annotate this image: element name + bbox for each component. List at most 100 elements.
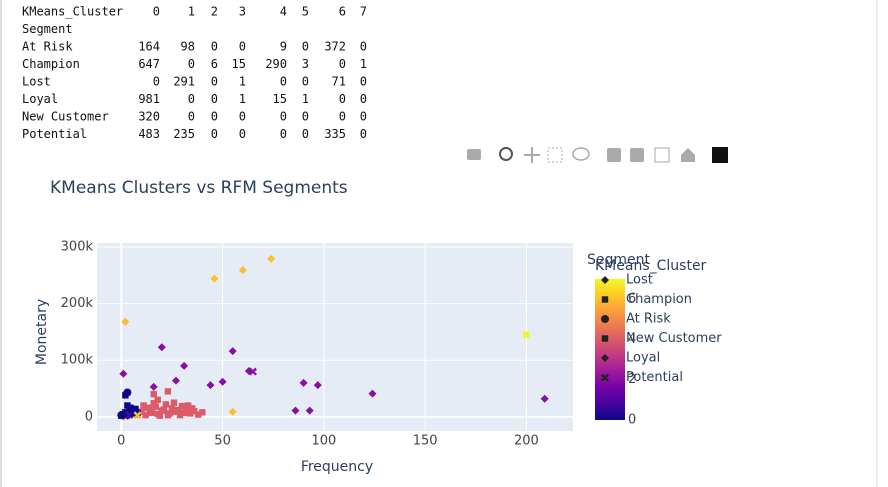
colorbar <box>595 279 625 420</box>
data-point <box>540 394 549 403</box>
cell: 0 <box>211 92 218 106</box>
data-point <box>248 367 257 376</box>
cell: 290 <box>265 57 287 71</box>
data-point <box>218 377 227 386</box>
cell: 0 <box>188 110 195 124</box>
y-tick-label: 0 <box>85 409 93 424</box>
cell: 0 <box>188 92 195 106</box>
cell: 0 <box>188 57 195 71</box>
cell: 291 <box>173 75 195 89</box>
data-point <box>180 361 189 370</box>
column-header: 6 <box>339 5 346 19</box>
index-header: Segment <box>22 22 73 36</box>
y-axis-title: Monetary <box>34 299 50 365</box>
data-point <box>228 407 237 416</box>
cell: 9 <box>280 40 287 54</box>
cell: 3 <box>302 57 309 71</box>
cell: 0 <box>239 40 246 54</box>
cell: 0 <box>302 110 309 124</box>
x-tick-label: 100 <box>311 434 336 449</box>
data-point <box>133 411 142 420</box>
data-point <box>368 389 377 398</box>
legend-marker <box>601 354 609 362</box>
y-tick-label: 200k <box>61 296 94 311</box>
plotly-logo[interactable] <box>712 147 728 163</box>
data-point <box>171 376 180 385</box>
column-header: 0 <box>153 5 160 19</box>
x-axis-title: Frequency <box>301 459 373 475</box>
data-point <box>148 409 155 417</box>
cell: 0 <box>339 57 346 71</box>
zoom-icon[interactable] <box>499 147 513 161</box>
legend-label: At Risk <box>626 312 671 327</box>
colorbar-tick-label: 6 <box>628 292 636 307</box>
data-point <box>156 412 163 419</box>
data-point <box>154 396 161 404</box>
cell: 320 <box>138 110 160 124</box>
pan-icon[interactable] <box>524 147 540 163</box>
cell: 483 <box>138 127 160 141</box>
legend-label: Potential <box>626 370 683 385</box>
cell: 647 <box>138 57 160 71</box>
zoom-in-icon[interactable] <box>607 148 621 162</box>
x-tick-label: 50 <box>214 434 231 449</box>
data-point <box>121 317 130 326</box>
colorbar-title: KMeans_Cluster <box>595 258 707 274</box>
legend-marker <box>601 296 609 303</box>
reset-icon[interactable] <box>681 148 695 162</box>
box-select-icon[interactable] <box>547 147 563 163</box>
camera-icon[interactable] <box>467 149 481 160</box>
cell: 0 <box>211 110 218 124</box>
cell: 0 <box>302 75 309 89</box>
data-point <box>164 411 172 419</box>
data-point <box>206 381 215 390</box>
cell: 1 <box>239 75 246 89</box>
x-tick-label: 150 <box>413 434 438 449</box>
data-point <box>313 381 322 390</box>
table-header: KMeans_Cluster <box>22 5 123 19</box>
modebar[interactable] <box>467 147 728 163</box>
cell: 0 <box>211 40 218 54</box>
cell: 15 <box>232 57 246 71</box>
cell: 0 <box>239 110 246 124</box>
data-point <box>174 406 182 414</box>
row-label: Lost <box>22 75 51 89</box>
row-label: New Customer <box>22 110 109 124</box>
cell: 0 <box>211 75 218 89</box>
legend-label: Loyal <box>626 351 660 366</box>
legend-title: Segment <box>587 252 651 268</box>
cell: 0 <box>280 127 287 141</box>
row-label: Champion <box>22 57 80 71</box>
data-point <box>129 408 138 417</box>
legend-label: Lost <box>626 273 653 288</box>
data-point <box>124 402 131 409</box>
data-point <box>119 369 128 378</box>
data-point <box>149 382 158 391</box>
colorbar-tick-label: 0 <box>628 413 636 428</box>
cell: 235 <box>173 127 195 141</box>
cell: 0 <box>360 75 367 89</box>
cell: 0 <box>360 40 367 54</box>
cell: 98 <box>181 40 195 54</box>
column-header: 5 <box>302 5 309 19</box>
cell: 372 <box>324 40 346 54</box>
column-header: 2 <box>211 5 218 19</box>
y-tick-label: 100k <box>61 353 94 368</box>
data-point <box>238 266 247 275</box>
y-tick-label: 300k <box>61 239 94 254</box>
lasso-icon[interactable] <box>572 147 590 161</box>
data-point <box>162 401 170 408</box>
cell: 1 <box>239 92 246 106</box>
column-header: 1 <box>188 5 195 19</box>
zoom-out-icon[interactable] <box>630 148 644 162</box>
cell: 0 <box>280 110 287 124</box>
cell: 0 <box>211 127 218 141</box>
cell: 0 <box>280 75 287 89</box>
colorbar-tick-label: 2 <box>628 372 636 387</box>
column-header: 3 <box>239 5 246 19</box>
cell: 0 <box>153 75 160 89</box>
autoscale-icon[interactable] <box>654 147 670 163</box>
chart-title: KMeans Clusters vs RFM Segments <box>50 178 348 198</box>
data-point <box>150 390 157 398</box>
